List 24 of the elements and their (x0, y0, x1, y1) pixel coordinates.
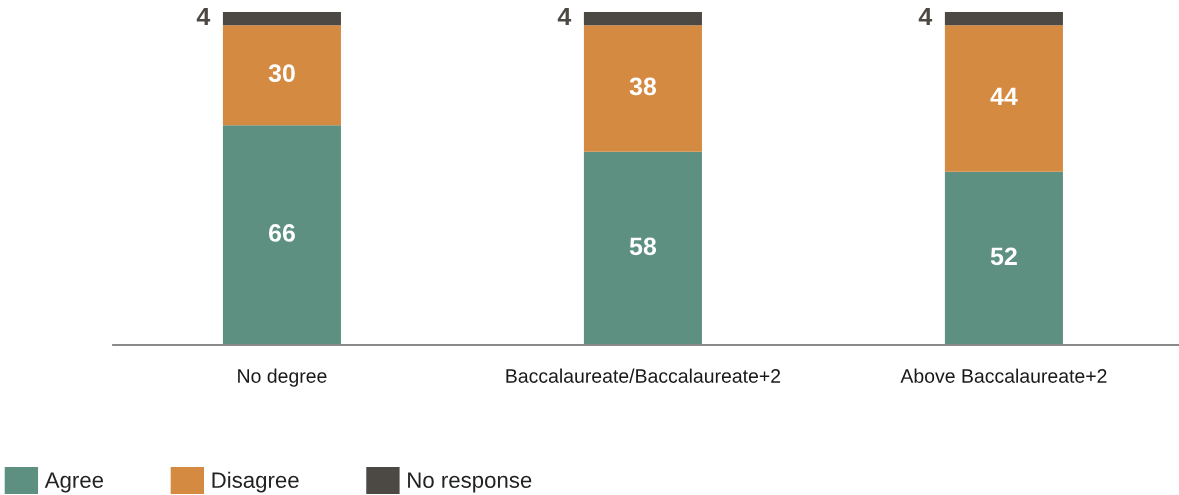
legend-label: No response (408, 472, 532, 493)
data-label: 52 (990, 247, 1017, 266)
data-label: 44 (990, 87, 1018, 106)
x-tick-label: Above Baccalaureate+2 (900, 368, 1107, 383)
bar (944, 25, 1063, 172)
bar (583, 151, 702, 345)
bar (944, 12, 1063, 26)
data-label: 38 (629, 77, 657, 96)
bar (583, 25, 702, 152)
bar (583, 12, 702, 26)
x-tick-label: No degree (238, 368, 327, 387)
data-label: 66 (268, 224, 295, 242)
legend-label: Disagree (212, 471, 299, 493)
bar (944, 171, 1063, 345)
bar (222, 125, 341, 345)
x-tick-label: Baccalaureate/Baccalaureate+2 (506, 368, 781, 383)
legend-label: Agree (44, 472, 104, 493)
bar (222, 25, 341, 126)
bar (222, 12, 341, 26)
data-label: 4 (557, 7, 572, 26)
data-label: 4 (196, 7, 211, 26)
data-label: 58 (629, 237, 657, 256)
data-label: 30 (268, 64, 295, 83)
data-label: 4 (918, 7, 933, 26)
